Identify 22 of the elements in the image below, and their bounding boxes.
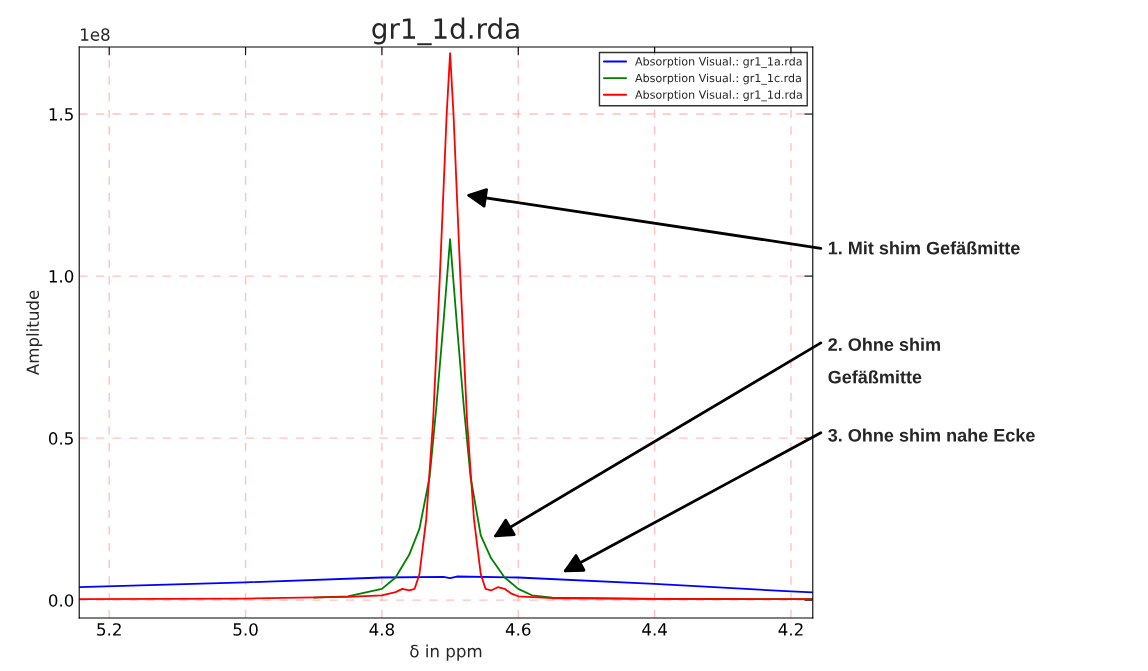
x-axis-title: δ in ppm xyxy=(410,644,482,661)
line-series xyxy=(79,52,813,601)
x-tick-label: 4.6 xyxy=(505,623,531,636)
x-tick-label: 5.0 xyxy=(233,623,258,636)
y-tick-label: 0.5 xyxy=(48,432,73,445)
x-tick-label: 4.8 xyxy=(369,623,395,636)
text: 3. Ohne shim nahe Ecke xyxy=(828,428,1035,442)
x-tick-label: 4.4 xyxy=(642,623,667,636)
legend-label: Absorption Visual.: gr1_1c.rda xyxy=(635,73,801,85)
y-tick-label: 0.0 xyxy=(48,594,74,607)
x-tick-label: 5.2 xyxy=(97,623,121,636)
x-tick-label: 4.2 xyxy=(778,623,803,636)
y-axis-title: Amplitude xyxy=(26,290,43,376)
y-tick-label: 1.0 xyxy=(49,270,74,283)
legend-label: Absorption Visual.: gr1_1a.rda xyxy=(635,56,802,69)
text: 1e8 xyxy=(81,28,110,41)
text: 1. Mit shim Gefäßmitte xyxy=(828,241,1020,255)
chart-title: gr1_1d.rda xyxy=(372,17,519,46)
y-tick-label: 1.5 xyxy=(49,108,73,121)
text: 2. Ohne shim Gefäßmitte xyxy=(828,337,940,384)
legend-label: Absorption Visual.: gr1_1d.rda xyxy=(635,90,802,102)
line-series xyxy=(79,575,813,594)
